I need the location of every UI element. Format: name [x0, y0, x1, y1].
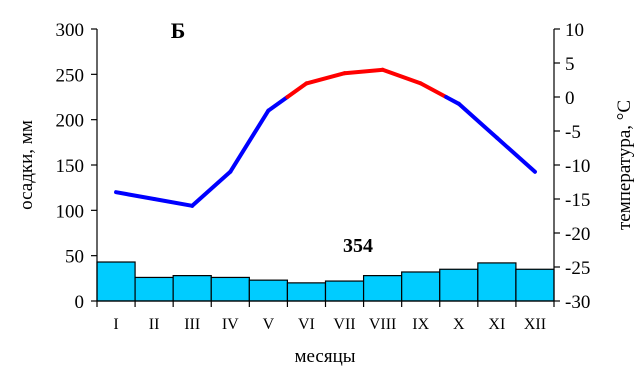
- temperature-line-segment: [456, 101, 499, 140]
- y-right-tick-label: 0: [565, 88, 575, 109]
- y-right-tick-label: -25: [565, 258, 590, 279]
- x-tick-label: III: [184, 316, 200, 333]
- x-tick-label: I: [113, 316, 118, 333]
- x-tick-label: XI: [488, 316, 505, 333]
- x-axis-title: месяцы: [294, 346, 355, 367]
- temperature-line-segment: [304, 71, 347, 86]
- y-left-tick-label: 300: [56, 20, 85, 41]
- x-tick-label: IX: [412, 316, 429, 333]
- precipitation-bar: [248, 279, 289, 302]
- precipitation-bar: [96, 261, 136, 302]
- x-tick-label: VI: [298, 316, 315, 333]
- x-tick-label: VII: [333, 316, 355, 333]
- y-right-tick-label: 5: [565, 54, 575, 75]
- x-tick-label: V: [263, 316, 275, 333]
- x-tick-label: IV: [222, 316, 239, 333]
- temperature-line: [114, 67, 537, 208]
- y-axis-right-title: температура, °С: [614, 100, 635, 230]
- y-right-tick-label: -30: [565, 292, 590, 313]
- temperature-line-segment: [418, 81, 449, 99]
- chart-title: Б: [171, 18, 186, 43]
- precipitation-bar: [172, 275, 212, 302]
- x-tick-label: II: [149, 316, 160, 333]
- y-left-tick-label: 100: [56, 201, 85, 222]
- precipitation-bars: [96, 261, 555, 302]
- axes: 0 50 100 150 200 250 300 -30 -25 -20 -15 -10 -5 0 5 10 I…: [56, 20, 591, 333]
- y-right-tick-label: -15: [565, 190, 590, 211]
- precipitation-bar: [515, 268, 555, 302]
- temperature-line-segment: [285, 81, 309, 99]
- y-right-tick-label: -5: [565, 122, 581, 143]
- precipitation-bar: [439, 268, 479, 302]
- y-left-tick-label: 250: [56, 65, 85, 86]
- temperature-line-segment: [152, 197, 195, 208]
- temperature-line-segment: [380, 67, 423, 86]
- temperature-line-segment: [494, 135, 537, 174]
- precipitation-bar: [362, 275, 403, 302]
- y-left-tick-label: 50: [65, 247, 84, 268]
- precipitation-bar: [134, 276, 174, 302]
- temperature-line-segment: [266, 95, 290, 113]
- x-tick-label: X: [453, 316, 465, 333]
- y-right-tick-label: 10: [565, 20, 584, 41]
- temperature-line-segment: [228, 108, 271, 174]
- annual-precipitation-annotation: 354: [343, 235, 373, 257]
- y-left-tick-label: 150: [56, 156, 85, 177]
- precipitation-bar: [477, 262, 517, 302]
- x-tick-label: XII: [524, 316, 546, 333]
- y-left-tick-label: 200: [56, 111, 85, 132]
- temperature-line-segment: [114, 190, 157, 201]
- temperature-line-segment: [190, 169, 233, 208]
- precipitation-bar: [286, 282, 327, 302]
- y-right-tick-label: -10: [565, 156, 590, 177]
- y-axis-left-title: осадки, мм: [16, 120, 37, 210]
- precipitation-bar: [210, 276, 250, 302]
- y-right-tick-label: -20: [565, 224, 590, 245]
- x-tick-label: VIII: [369, 316, 397, 333]
- temperature-line-segment: [444, 95, 461, 106]
- temperature-line-segment: [342, 67, 385, 76]
- y-left-tick-label: 0: [75, 292, 85, 313]
- precipitation-bar: [401, 271, 441, 302]
- precipitation-bar: [324, 280, 365, 302]
